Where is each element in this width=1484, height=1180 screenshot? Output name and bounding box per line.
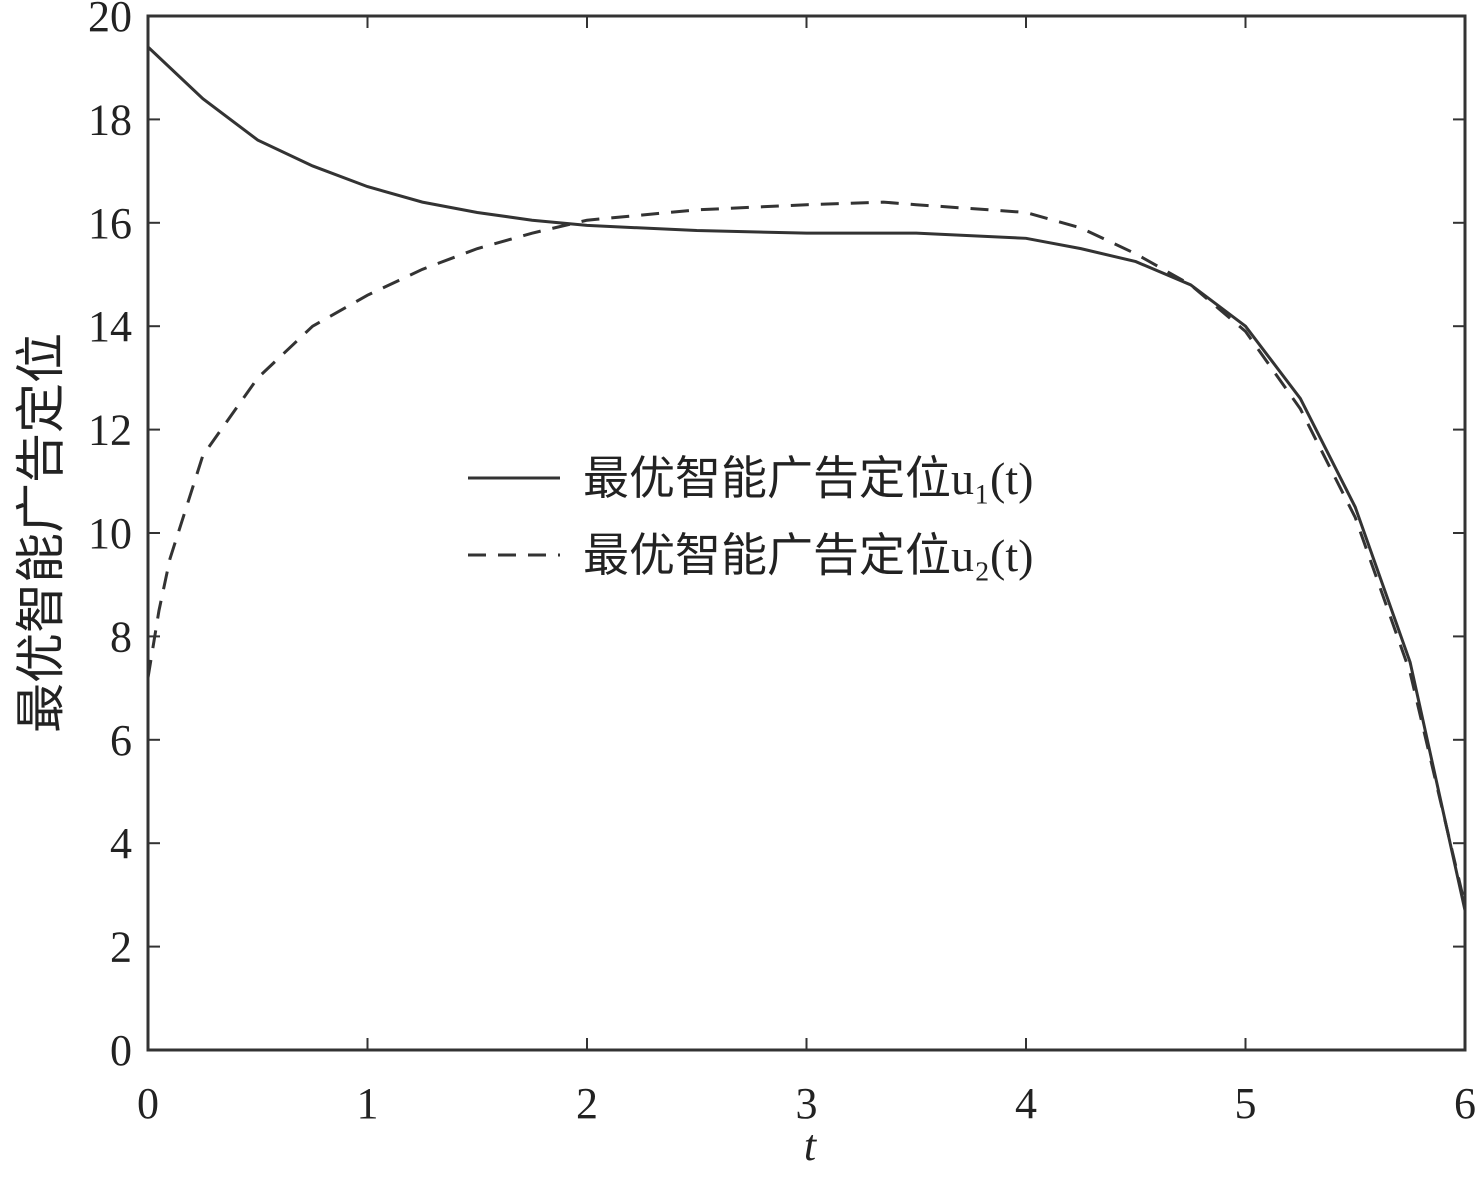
- line-series: [146, 45, 1467, 911]
- legend-label: 最优智能广告定位u₁(t): [583, 453, 1033, 504]
- y-axis-label: 最优智能广告定位: [13, 333, 69, 733]
- legend-label: 最优智能广告定位u₂(t): [583, 530, 1033, 581]
- y-tick-label: 20: [88, 0, 132, 41]
- x-tick-label: 2: [576, 1079, 598, 1128]
- x-tick-label: 5: [1235, 1079, 1257, 1128]
- line-series: [146, 200, 1467, 906]
- y-tick-label: 18: [88, 95, 132, 144]
- x-tick-label: 0: [137, 1079, 159, 1128]
- x-tick-label: 1: [357, 1079, 379, 1128]
- y-tick-label: 12: [88, 406, 132, 455]
- x-tick-label: 3: [796, 1079, 818, 1128]
- y-tick-label: 4: [110, 819, 132, 868]
- x-axis-label: t: [804, 1121, 818, 1170]
- y-tick-label: 2: [110, 923, 132, 972]
- x-tick-label: 4: [1015, 1079, 1037, 1128]
- y-tick-label: 14: [88, 302, 132, 351]
- y-tick-label: 8: [110, 612, 132, 661]
- y-tick-label: 16: [88, 199, 132, 248]
- y-tick-label: 6: [110, 716, 132, 765]
- y-tick-label: 10: [88, 509, 132, 558]
- y-tick-label: 0: [110, 1026, 132, 1075]
- x-tick-label: 6: [1454, 1079, 1476, 1128]
